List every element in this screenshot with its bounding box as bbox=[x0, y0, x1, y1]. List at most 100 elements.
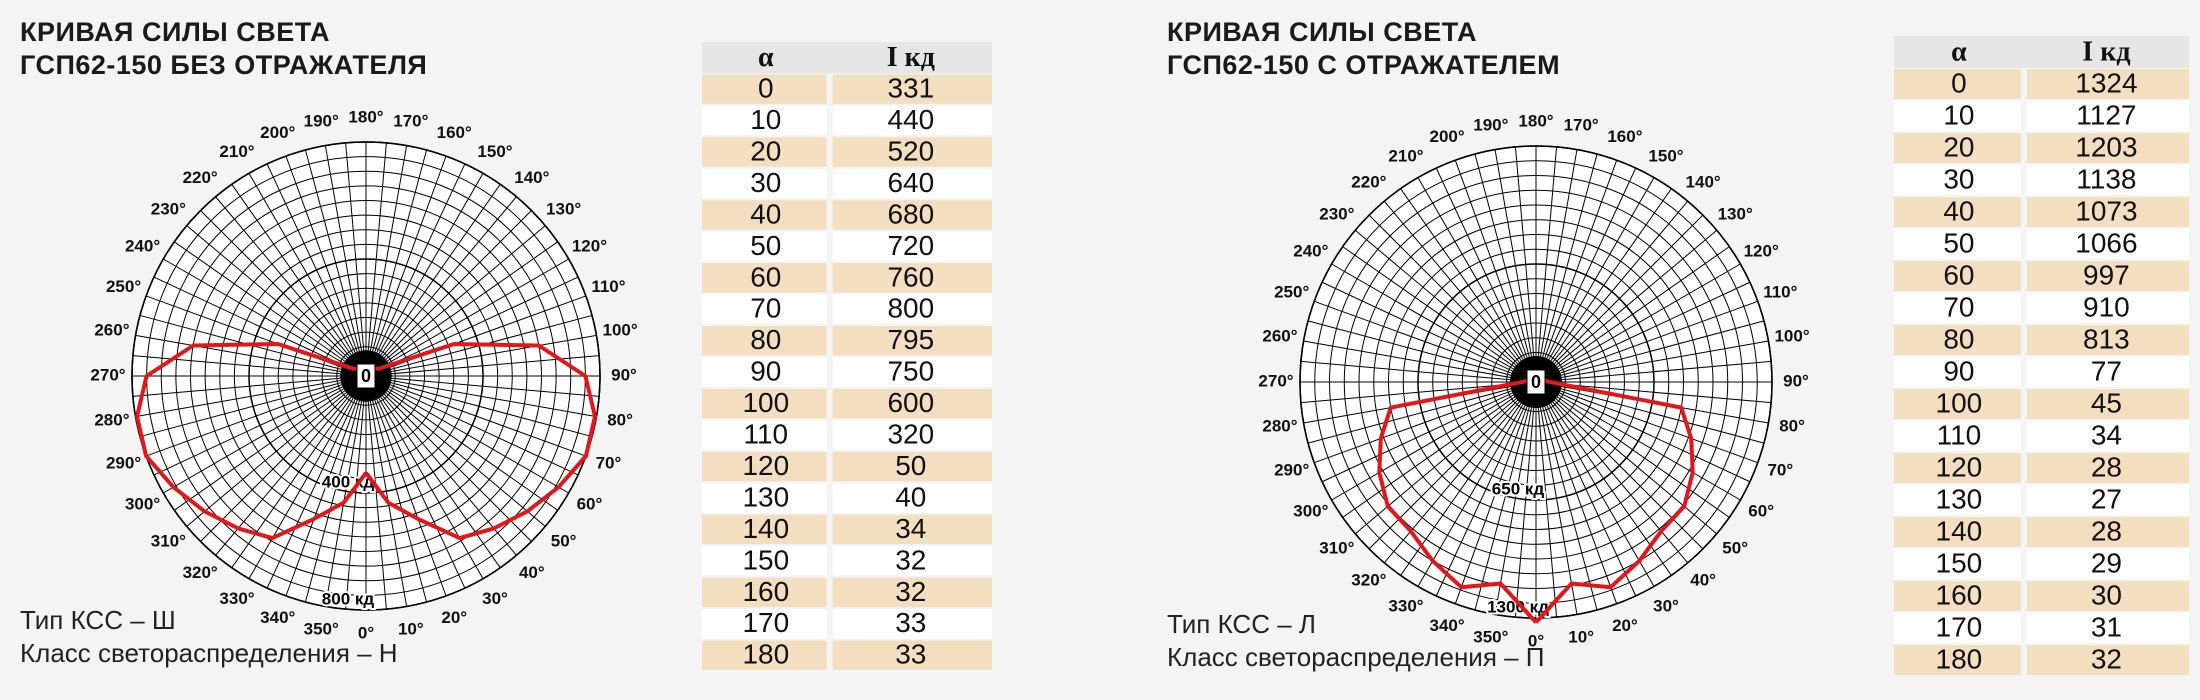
angle-label: 120° bbox=[572, 236, 607, 255]
table-cell-bg bbox=[2026, 261, 2189, 291]
table-cell: 45 bbox=[2091, 387, 2122, 418]
angle-label: 150° bbox=[1648, 146, 1683, 165]
table-cell-bg bbox=[2026, 645, 2189, 675]
table-cell: 60 bbox=[750, 261, 781, 292]
table-cell-bg bbox=[832, 514, 992, 545]
table-cell-bg bbox=[832, 546, 992, 576]
angle-label: 350° bbox=[1473, 628, 1508, 647]
angle-label: 220° bbox=[183, 168, 218, 187]
table-cell: 170 bbox=[1936, 611, 1983, 642]
table-cell: 34 bbox=[2091, 419, 2122, 450]
angle-label: 0° bbox=[1528, 631, 1544, 650]
table-cell: 800 bbox=[887, 293, 934, 324]
table-cell: 720 bbox=[887, 230, 934, 261]
table-cell: 10 bbox=[1943, 99, 1974, 130]
table-cell: 30 bbox=[750, 167, 781, 198]
table-cell-bg bbox=[832, 263, 992, 293]
table-cell-bg bbox=[702, 546, 827, 576]
table-cell-bg bbox=[832, 640, 992, 670]
table-cell: 150 bbox=[742, 544, 789, 575]
angle-label: 230° bbox=[151, 200, 186, 219]
table-cell-bg bbox=[702, 231, 827, 262]
table-cell-bg bbox=[832, 451, 992, 482]
table-cell-bg bbox=[1894, 389, 2021, 419]
angle-label: 10° bbox=[398, 620, 424, 639]
angle-label: 80° bbox=[607, 410, 633, 429]
angle-label: 330° bbox=[219, 589, 254, 608]
table-cell: 28 bbox=[2091, 451, 2122, 482]
angle-label: 240° bbox=[125, 236, 160, 255]
table-cell-bg bbox=[2026, 197, 2189, 227]
table-cell: 10 bbox=[750, 104, 781, 135]
table-cell-bg bbox=[2026, 293, 2189, 323]
table-cell: 120 bbox=[1936, 451, 1983, 482]
angle-label: 90° bbox=[611, 365, 637, 384]
table-cell-bg bbox=[832, 420, 992, 450]
radius-tick-label: 650 кд bbox=[1492, 479, 1545, 498]
table-cell-bg bbox=[2026, 453, 2189, 483]
table-cell: 795 bbox=[887, 324, 934, 355]
table-cell-bg bbox=[2026, 229, 2189, 259]
table-cell-bg bbox=[2026, 325, 2189, 355]
table-cell-bg bbox=[702, 326, 827, 356]
angle-label: 210° bbox=[1388, 146, 1423, 165]
angle-label: 260° bbox=[1262, 326, 1297, 345]
angle-label: 200° bbox=[1429, 127, 1464, 146]
table-cell-bg bbox=[832, 609, 992, 639]
angle-label: 100° bbox=[1774, 326, 1809, 345]
table-cell-bg bbox=[832, 577, 992, 608]
center-label: 0 bbox=[361, 366, 371, 386]
angle-label: 270° bbox=[1258, 371, 1293, 390]
table-cell-bg bbox=[1894, 549, 2021, 579]
data-table: α I кд 0 1324 10 1127 20 1203 30 1138 40 1073 50 1066… bbox=[1894, 36, 2189, 675]
table-cell: 760 bbox=[887, 261, 934, 292]
angle-label: 180° bbox=[348, 107, 383, 126]
table-cell-bg bbox=[832, 326, 992, 356]
table-cell-bg bbox=[702, 294, 827, 325]
table-cell-bg bbox=[1894, 325, 2021, 355]
angle-label: 250° bbox=[106, 277, 141, 296]
table-cell-bg bbox=[832, 74, 992, 104]
table-header: α bbox=[758, 42, 774, 73]
table-cell: 160 bbox=[742, 576, 789, 607]
angle-label: 180° bbox=[1518, 111, 1553, 130]
table-cell-bg bbox=[702, 577, 827, 608]
table-cell-bg bbox=[1894, 613, 2021, 643]
table-cell: 130 bbox=[742, 481, 789, 512]
radius-tick-circle bbox=[1299, 145, 1773, 619]
table-header: I кд bbox=[887, 42, 935, 73]
table-cell-bg bbox=[2026, 549, 2189, 579]
table-cell-bg bbox=[1894, 101, 2021, 131]
table-cell-bg bbox=[832, 388, 992, 419]
angle-label: 240° bbox=[1293, 241, 1328, 260]
angle-label: 210° bbox=[219, 142, 254, 161]
table-cell-bg bbox=[1894, 453, 2021, 483]
table-cell-bg bbox=[1894, 261, 2021, 291]
table-cell: 150 bbox=[1936, 547, 1983, 578]
polar-plot: 650 кд 1300 кд 0° 10° 20° 30° 40° 50°60° 70° 80° 9… bbox=[1258, 111, 1809, 650]
table-cell: 40 bbox=[1943, 195, 1974, 226]
angle-label: 290° bbox=[1274, 460, 1309, 479]
angle-label: 340° bbox=[1429, 616, 1464, 635]
table-cell: 1127 bbox=[2076, 99, 2136, 130]
table-cell-bg bbox=[702, 388, 827, 419]
table-cell: 90 bbox=[1943, 355, 1974, 386]
table-cell: 32 bbox=[895, 576, 926, 607]
table-header: α bbox=[1951, 36, 1967, 67]
table-header-bg bbox=[702, 42, 992, 74]
angle-label: 60° bbox=[1748, 501, 1774, 520]
table-cell: 50 bbox=[1943, 227, 1974, 258]
angle-label: 310° bbox=[151, 531, 186, 550]
table-cell: 32 bbox=[895, 544, 926, 575]
angle-label: 340° bbox=[260, 608, 295, 627]
angle-label: 250° bbox=[1274, 283, 1309, 302]
panel-note: Класс светораспределения – П bbox=[1167, 642, 1545, 672]
angle-label: 190° bbox=[1473, 115, 1508, 134]
angle-label: 50° bbox=[551, 531, 577, 550]
table-cell-bg bbox=[702, 105, 827, 136]
angle-label: 110° bbox=[591, 277, 625, 296]
